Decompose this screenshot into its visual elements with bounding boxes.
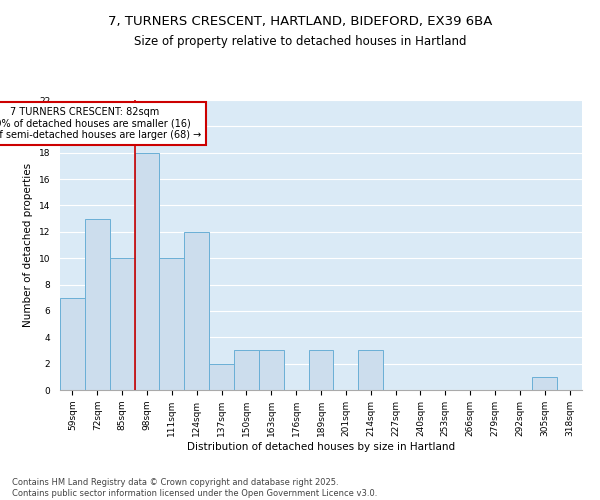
Bar: [85, 218, 110, 390]
Text: Size of property relative to detached houses in Hartland: Size of property relative to detached ho…: [134, 35, 466, 48]
Bar: [60, 298, 85, 390]
Bar: [110, 258, 134, 390]
Bar: [259, 350, 284, 390]
Bar: [160, 258, 184, 390]
Bar: [308, 350, 334, 390]
Y-axis label: Number of detached properties: Number of detached properties: [23, 163, 33, 327]
Bar: [532, 377, 557, 390]
Text: 7, TURNERS CRESCENT, HARTLAND, BIDEFORD, EX39 6BA: 7, TURNERS CRESCENT, HARTLAND, BIDEFORD,…: [108, 15, 492, 28]
Bar: [184, 232, 209, 390]
Text: Contains HM Land Registry data © Crown copyright and database right 2025.
Contai: Contains HM Land Registry data © Crown c…: [12, 478, 377, 498]
Bar: [358, 350, 383, 390]
Text: 7 TURNERS CRESCENT: 82sqm
← 19% of detached houses are smaller (16)
81% of semi-: 7 TURNERS CRESCENT: 82sqm ← 19% of detac…: [0, 106, 201, 140]
Bar: [209, 364, 234, 390]
Bar: [234, 350, 259, 390]
Bar: [134, 152, 160, 390]
X-axis label: Distribution of detached houses by size in Hartland: Distribution of detached houses by size …: [187, 442, 455, 452]
